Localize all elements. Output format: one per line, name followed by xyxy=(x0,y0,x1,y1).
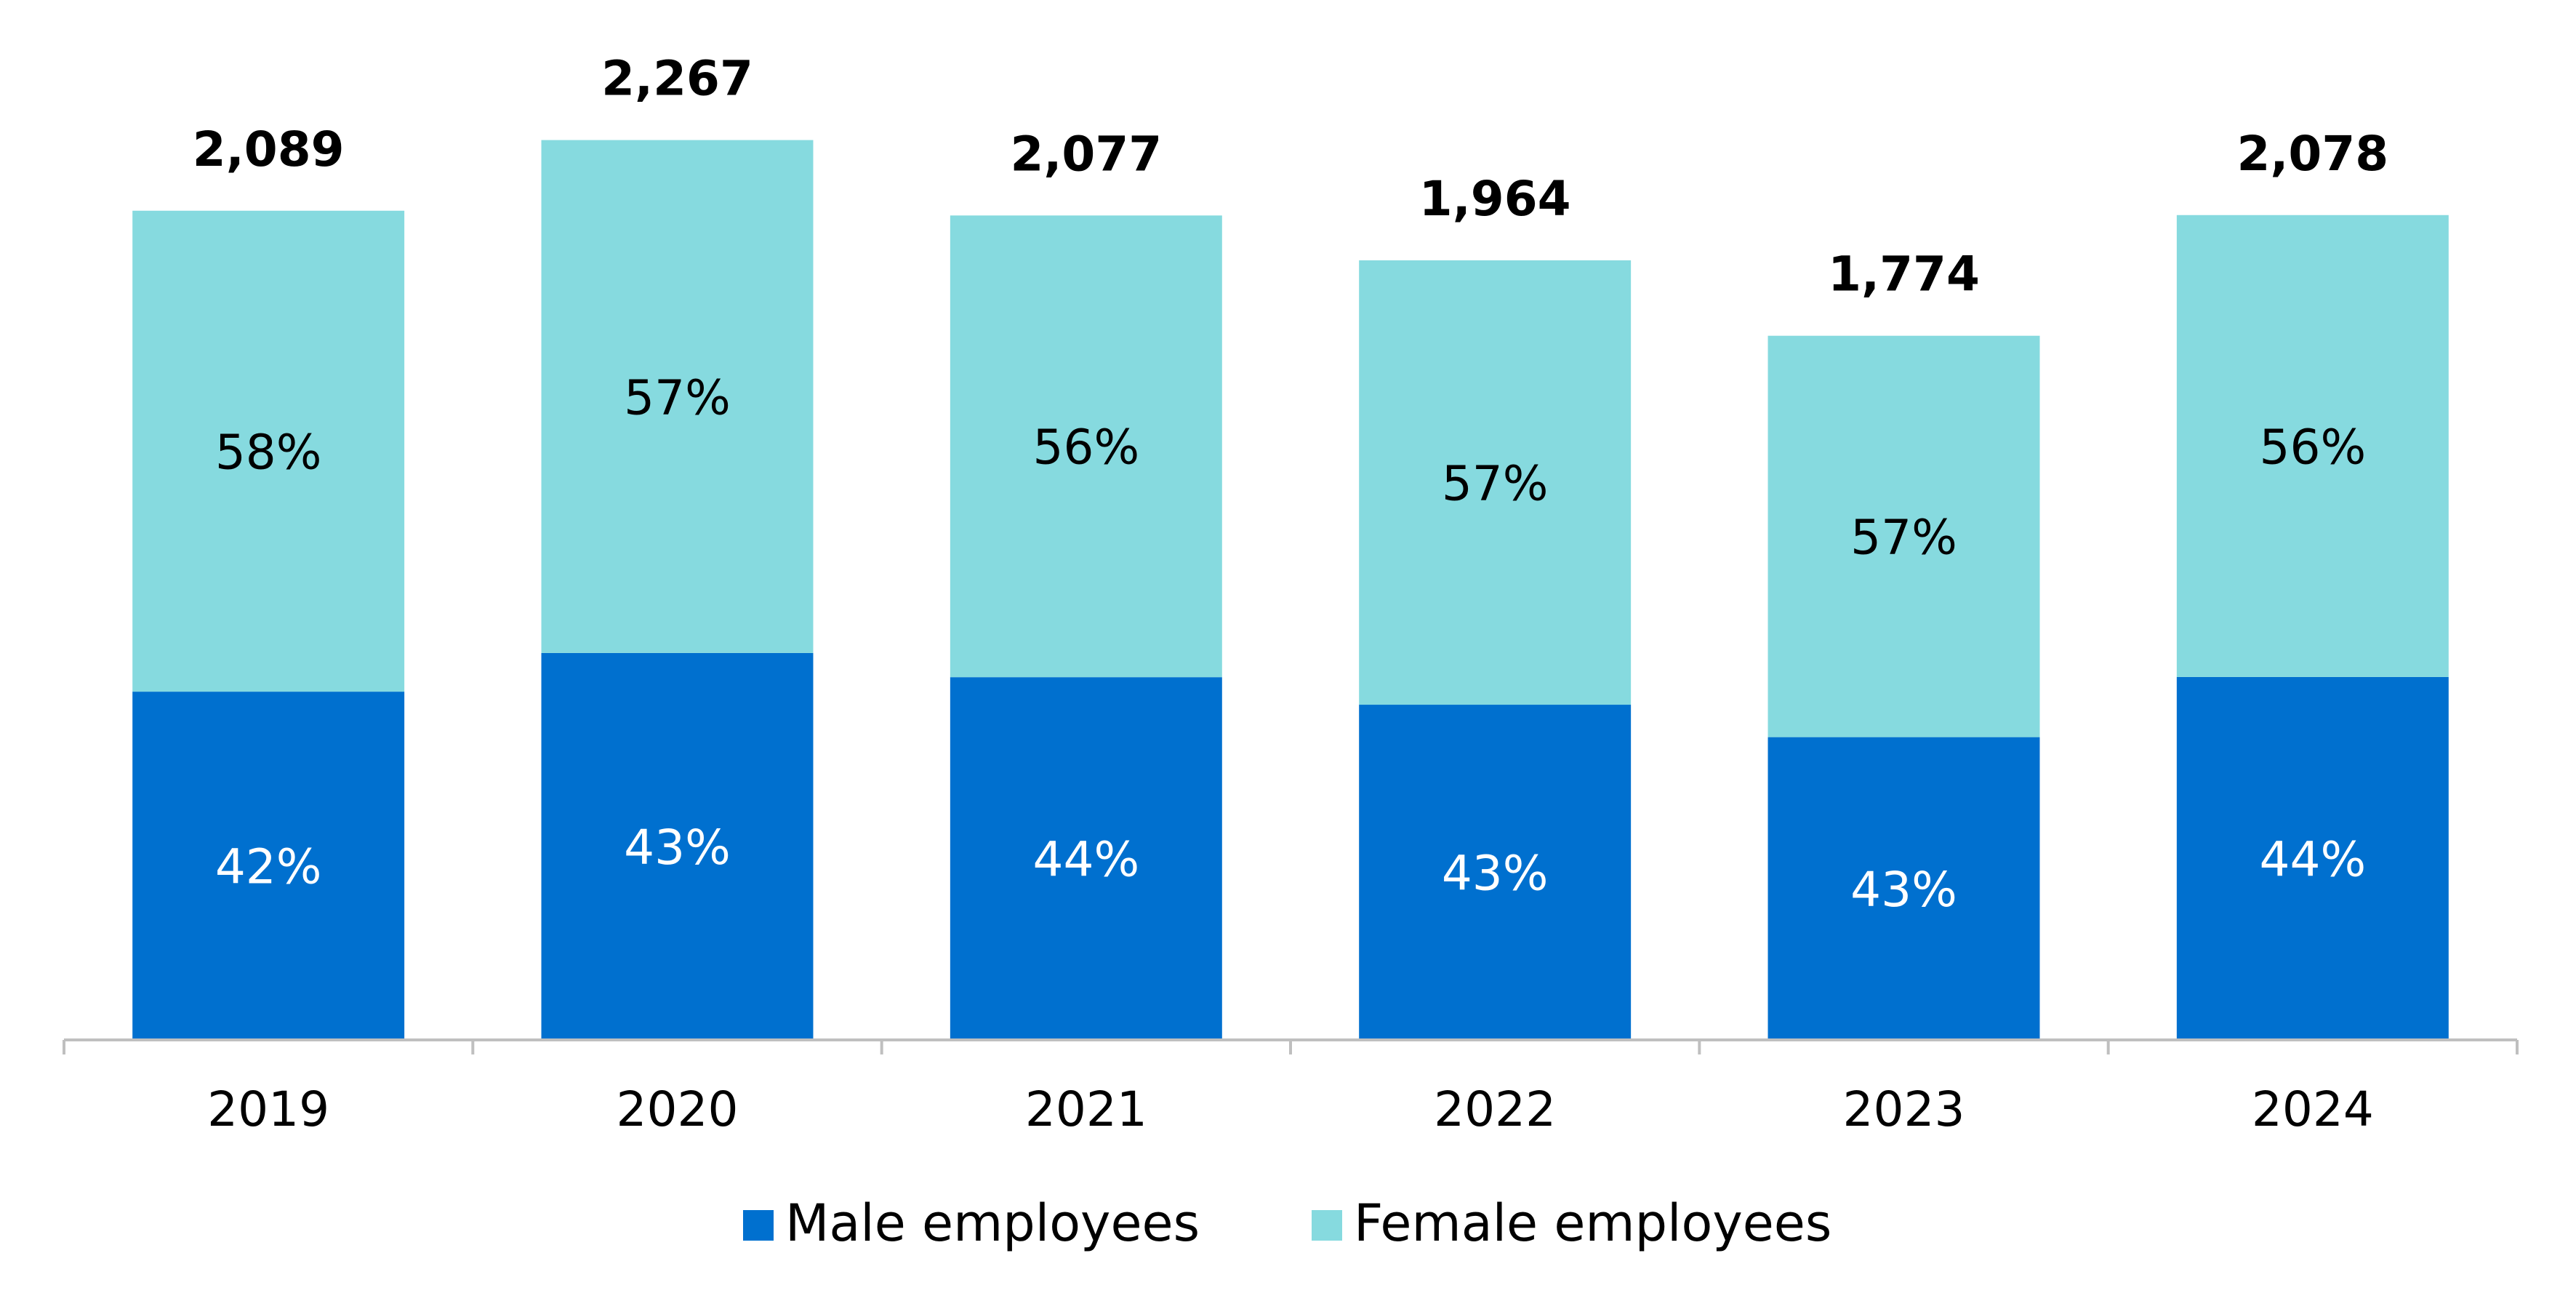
legend-swatch-male xyxy=(743,1210,774,1241)
tick-label-2020: 2020 xyxy=(617,1081,739,1137)
label-female-2023: 57% xyxy=(1850,510,1957,566)
legend-label-male: Male employees xyxy=(785,1193,1200,1253)
label-male-2019: 42% xyxy=(215,839,322,895)
label-total-2020: 2,267 xyxy=(601,51,753,107)
bar-male-2022 xyxy=(1359,705,1632,1040)
label-female-2020: 57% xyxy=(624,369,731,425)
tick-label-2019: 2019 xyxy=(207,1081,329,1137)
label-total-2024: 2,078 xyxy=(2236,126,2388,182)
label-female-2021: 56% xyxy=(1032,420,1139,476)
bar-female-2022 xyxy=(1359,260,1632,705)
label-total-2019: 2,089 xyxy=(193,121,345,177)
bar-male-2019 xyxy=(132,692,405,1040)
legend: Male employees Female employees xyxy=(743,1193,1831,1253)
x-axis: 2019 2020 2021 2022 2023 2024 xyxy=(63,1038,2519,1137)
label-male-2024: 44% xyxy=(2259,831,2366,887)
legend-item-female: Female employees xyxy=(1312,1193,1831,1253)
tick-label-2021: 2021 xyxy=(1025,1081,1147,1137)
label-total-2023: 1,774 xyxy=(1828,247,1980,303)
bar-male-2020 xyxy=(541,652,814,1040)
tick-label-2023: 2023 xyxy=(1843,1081,1965,1137)
bar-male-2023 xyxy=(1768,737,2040,1040)
bar-female-2021 xyxy=(950,215,1222,678)
label-total-2021: 2,077 xyxy=(1010,126,1162,182)
label-female-2022: 57% xyxy=(1442,456,1549,512)
bar-female-2020 xyxy=(541,140,814,653)
tick-label-2024: 2024 xyxy=(2252,1081,2374,1137)
bar-male-2024 xyxy=(2176,676,2449,1040)
bar-male-2021 xyxy=(950,677,1222,1040)
label-male-2020: 43% xyxy=(624,820,731,876)
label-female-2019: 58% xyxy=(215,424,322,480)
label-female-2024: 56% xyxy=(2259,419,2366,475)
label-male-2021: 44% xyxy=(1032,832,1139,888)
legend-label-female: Female employees xyxy=(1354,1193,1831,1253)
legend-item-male: Male employees xyxy=(743,1193,1200,1253)
bar-female-2023 xyxy=(1768,335,2040,737)
tick-label-2022: 2022 xyxy=(1434,1081,1556,1137)
legend-swatch-female xyxy=(1312,1210,1342,1241)
label-total-2022: 1,964 xyxy=(1419,171,1571,227)
label-male-2022: 43% xyxy=(1442,846,1549,902)
label-male-2023: 43% xyxy=(1850,862,1957,918)
bars-group: 42% 58% 2,089 43% 57% 2,267 44% 56% 2,077 43% 57% 1… xyxy=(132,51,2449,1040)
bar-female-2024 xyxy=(2176,215,2449,677)
bar-female-2019 xyxy=(132,210,405,692)
